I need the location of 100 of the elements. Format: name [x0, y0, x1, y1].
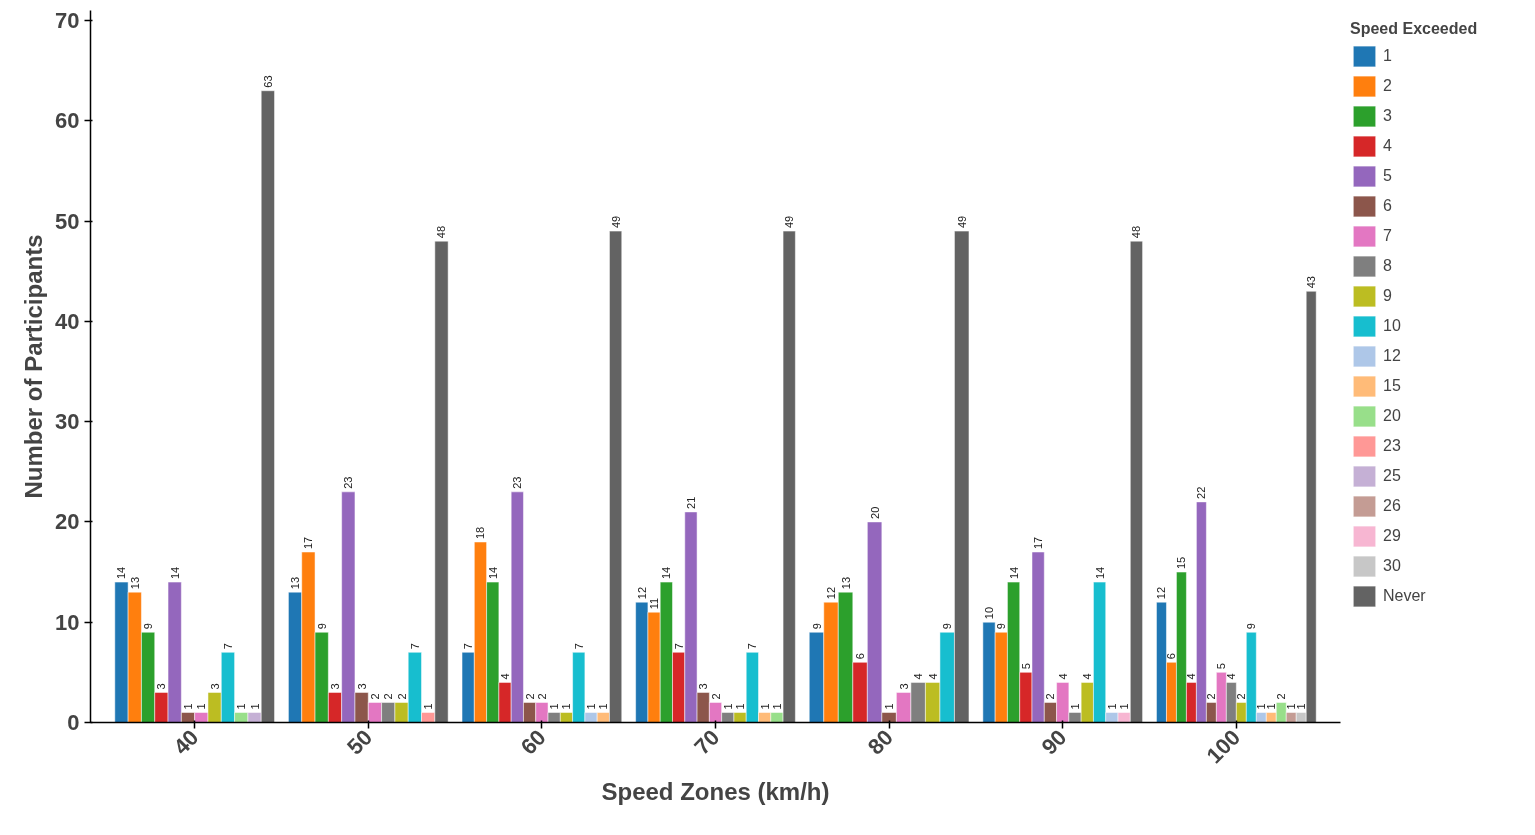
data-label: 3 [208, 683, 221, 690]
data-label: 15 [1175, 556, 1188, 570]
x-tick-label: 70 [689, 724, 725, 760]
legend-label: 25 [1383, 467, 1402, 485]
data-label: 20 [868, 506, 881, 519]
legend-label: 2 [1383, 77, 1393, 95]
data-label: 14 [660, 566, 673, 580]
data-label: 10 [983, 606, 995, 620]
data-label: 12 [635, 586, 648, 600]
data-label: 7 [672, 643, 685, 650]
data-label: 5 [1215, 663, 1228, 670]
data-label: 3 [355, 683, 368, 690]
legend-label: 6 [1383, 197, 1393, 215]
data-label: 2 [395, 693, 408, 700]
data-label: 4 [499, 673, 512, 680]
x-tick-label: 90 [1036, 724, 1072, 760]
data-label: 1 [883, 703, 896, 710]
data-label: 23 [511, 476, 524, 489]
y-tick-label: 70 [55, 8, 80, 34]
data-label: 3 [329, 683, 341, 690]
data-label: 1 [1265, 703, 1278, 710]
data-label: 6 [1165, 653, 1178, 660]
data-label: 1 [770, 703, 783, 710]
data-label: 4 [1185, 673, 1198, 680]
data-label: 14 [486, 566, 499, 580]
data-label: 13 [289, 576, 302, 590]
data-label: 1 [248, 703, 261, 710]
data-label: 4 [1225, 673, 1238, 680]
legend-label: 3 [1383, 107, 1393, 125]
data-label: 14 [168, 566, 181, 580]
data-label: 3 [897, 683, 910, 690]
data-label: 17 [1032, 536, 1045, 550]
data-label: 13 [128, 576, 141, 590]
data-label: 9 [810, 623, 823, 630]
legend-label: 26 [1383, 497, 1402, 515]
data-label: 14 [1093, 566, 1106, 580]
data-label: 49 [955, 215, 968, 229]
legend-label: 4 [1383, 137, 1393, 155]
x-tick-label: 80 [862, 724, 898, 760]
data-label: 2 [1235, 693, 1248, 700]
y-tick-label: 20 [55, 509, 80, 535]
data-label: 1 [182, 703, 195, 710]
data-label: 4 [1056, 673, 1069, 680]
legend-label: 15 [1383, 377, 1402, 395]
data-label: 2 [1044, 693, 1057, 700]
legend-label: 9 [1383, 287, 1393, 305]
data-label: 12 [825, 586, 838, 600]
x-tick-label: 100 [1201, 724, 1246, 769]
data-label: 7 [572, 643, 585, 650]
data-label: 7 [462, 643, 475, 650]
data-label: 1 [1295, 703, 1308, 710]
data-label: 2 [1205, 693, 1218, 700]
data-label: 48 [435, 225, 448, 239]
data-label: 9 [995, 623, 1008, 630]
legend-title: Speed Exceeded [1350, 20, 1478, 38]
x-tick-label: 50 [342, 724, 378, 760]
data-label: 6 [854, 653, 867, 660]
data-label: 1 [548, 703, 561, 710]
data-label: 49 [783, 215, 796, 229]
data-label: 2 [535, 693, 548, 700]
legend-label: 10 [1383, 317, 1402, 335]
data-label: 1 [235, 703, 248, 710]
data-label: 49 [609, 215, 622, 229]
data-label: 5 [1019, 663, 1032, 670]
data-label: 1 [758, 703, 771, 710]
y-tick-label: 10 [55, 609, 80, 635]
data-label: 12 [1155, 586, 1168, 600]
legend-label: 20 [1383, 407, 1402, 425]
data-label: 14 [1007, 566, 1020, 580]
data-label: 1 [585, 703, 598, 710]
y-tick-label: 50 [55, 208, 80, 234]
data-label: 2 [709, 693, 722, 700]
data-label: 9 [1245, 623, 1258, 630]
data-label: 4 [1081, 673, 1094, 680]
data-label: 18 [474, 526, 487, 539]
data-label: 9 [941, 623, 954, 630]
data-label: 1 [1105, 703, 1118, 710]
legend-label: 30 [1383, 557, 1402, 575]
data-label: 2 [382, 693, 395, 700]
data-label: 17 [302, 536, 315, 550]
data-label: 2 [368, 693, 381, 700]
data-label: 1 [721, 703, 734, 710]
data-label: 63 [261, 75, 274, 88]
legend-label: 1 [1383, 47, 1393, 65]
data-label: 4 [912, 673, 925, 680]
y-tick-label: 30 [55, 409, 80, 435]
y-axis-title: Number of Participants [20, 234, 48, 499]
legend-label: Never [1383, 587, 1426, 605]
x-tick-label: 60 [515, 724, 551, 760]
legend-label: 7 [1383, 227, 1393, 245]
legend-label: 5 [1383, 167, 1393, 185]
data-label: 23 [342, 476, 355, 489]
legend-label: 8 [1383, 257, 1393, 275]
data-label: 1 [1255, 703, 1268, 710]
y-tick-label: 0 [67, 710, 80, 735]
data-label: 1 [560, 703, 573, 710]
data-label: 11 [648, 597, 661, 610]
data-label: 1 [1118, 703, 1131, 710]
data-label: 22 [1195, 486, 1208, 499]
legend-label: 23 [1383, 437, 1402, 455]
